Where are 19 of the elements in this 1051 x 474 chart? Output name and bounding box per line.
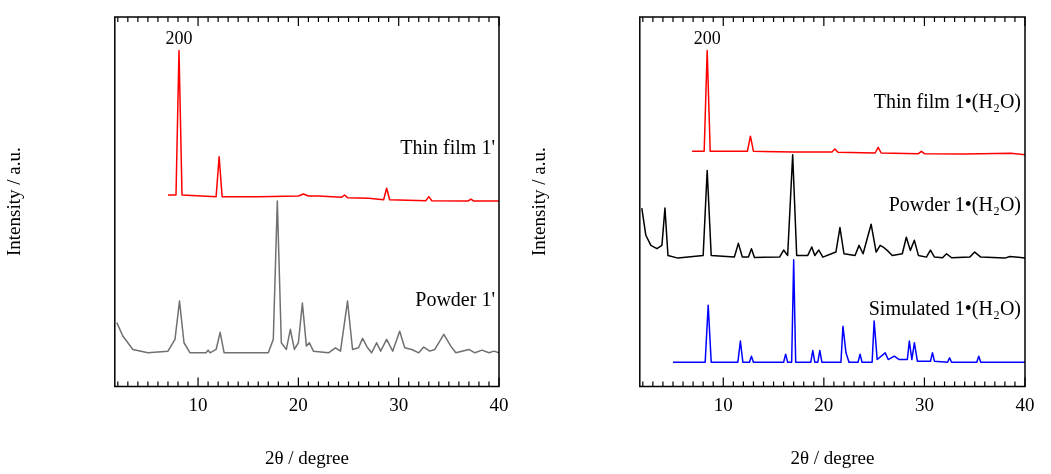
x-tick-label: 10 bbox=[713, 393, 733, 415]
series-label: Powder 1•(H₂O) bbox=[888, 193, 1021, 217]
annotation: 200 bbox=[693, 28, 721, 49]
series-label: Simulated 1•(H₂O) bbox=[868, 297, 1021, 321]
x-tick-label: 20 bbox=[288, 393, 308, 415]
y-axis-title: Intensity / a.u. bbox=[528, 147, 550, 257]
x-tick-label: 40 bbox=[489, 393, 509, 415]
x-tick-label: 20 bbox=[814, 393, 834, 415]
y-axis-title: Intensity / a.u. bbox=[3, 147, 25, 257]
x-tick-label: 30 bbox=[389, 393, 409, 415]
series-label: Thin film 1' bbox=[400, 136, 495, 159]
x-axis-title: 2θ / degree bbox=[790, 446, 875, 468]
series-label: Thin film 1•(H₂O) bbox=[873, 89, 1021, 113]
x-tick-label: 10 bbox=[188, 393, 208, 415]
x-tick-label: 40 bbox=[1015, 393, 1035, 415]
x-axis-title: 2θ / degree bbox=[264, 446, 349, 468]
x-tick-label: 30 bbox=[914, 393, 934, 415]
series-label: Powder 1' bbox=[415, 288, 495, 311]
annotation: 200 bbox=[165, 28, 193, 49]
